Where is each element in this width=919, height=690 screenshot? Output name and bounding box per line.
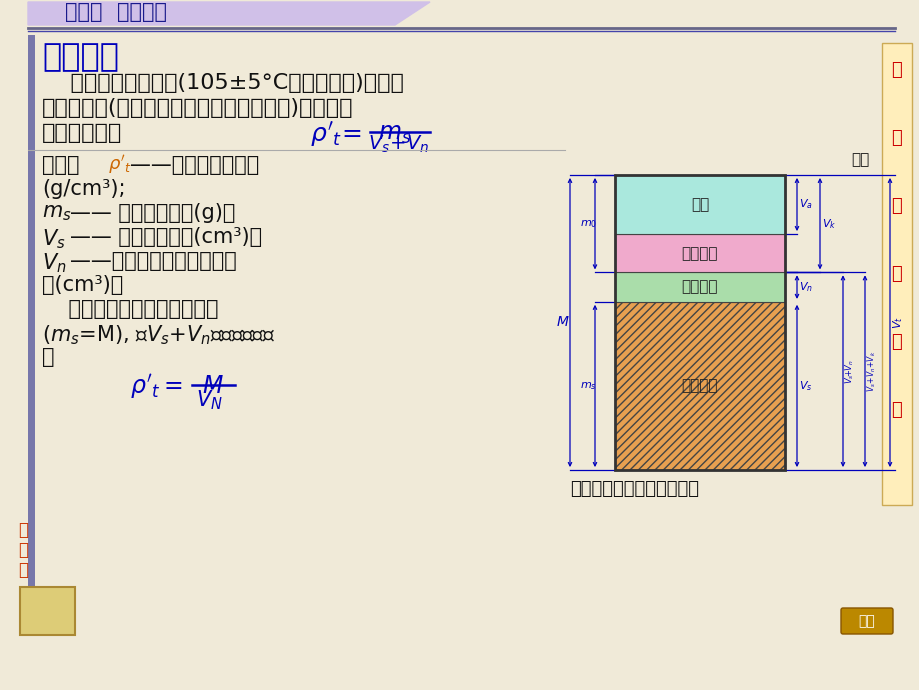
Text: $V_s$: $V_s$ <box>798 379 811 393</box>
Text: $M$: $M$ <box>555 315 569 330</box>
Text: 验: 验 <box>891 401 902 419</box>
Text: 首页: 首页 <box>857 614 874 628</box>
Text: $V_s$: $V_s$ <box>42 227 65 250</box>
Text: $m_s$: $m_s$ <box>42 203 72 223</box>
Text: $m_0$: $m_0$ <box>579 218 596 230</box>
Text: 定义表达式为: 定义表达式为 <box>42 123 122 143</box>
Text: —— 矿质实体体积(cm³)；: —— 矿质实体体积(cm³)； <box>70 227 262 247</box>
Text: 积(cm³)；: 积(cm³)； <box>42 275 123 295</box>
Bar <box>614 175 784 234</box>
Text: 体积: 体积 <box>850 152 868 167</box>
Text: 路: 路 <box>891 129 902 147</box>
Bar <box>20 587 75 635</box>
Text: $V_a$: $V_a$ <box>798 197 812 211</box>
Text: —— 矿质实体质量(g)；: —— 矿质实体质量(g)； <box>70 203 235 223</box>
Bar <box>614 273 784 302</box>
Text: $V_s\!\!+\!\!V_n$: $V_s\!\!+\!\!V_n$ <box>843 359 856 384</box>
Text: $V_k$: $V_k$ <box>821 217 835 230</box>
Text: $\rho'_t\!=\!$: $\rho'_t\!=\!$ <box>310 120 361 149</box>
Text: $\rho'_t =$: $\rho'_t =$ <box>130 372 183 401</box>
Text: 则: 则 <box>42 347 54 367</box>
Text: 矿质实体: 矿质实体 <box>681 378 718 393</box>
Bar <box>28 35 35 635</box>
Text: $V_s\!+\!V_n$: $V_s\!+\!V_n$ <box>368 134 429 155</box>
Text: 闭口孔隙: 闭口孔隙 <box>681 279 718 295</box>
Bar <box>614 234 784 273</box>
Text: $V_t$: $V_t$ <box>890 316 903 329</box>
Text: $V_s\!+\!V_n\!+\!V_k$: $V_s\!+\!V_n\!+\!V_k$ <box>865 351 878 392</box>
Text: 料: 料 <box>891 265 902 283</box>
Text: 式中：: 式中： <box>42 155 79 175</box>
Text: 材: 材 <box>891 197 902 215</box>
Text: ($m_s$=M), 令$V_s$+$V_n$为表观体积，: ($m_s$=M), 令$V_s$+$V_n$为表观体积， <box>42 323 275 346</box>
Text: $M$: $M$ <box>202 374 223 398</box>
Bar <box>614 302 784 470</box>
Bar <box>614 175 784 470</box>
Text: $m_s$: $m_s$ <box>579 380 596 392</box>
Text: 试: 试 <box>891 333 902 351</box>
Text: 矿质实体质量即为集料质量: 矿质实体质量即为集料质量 <box>42 299 219 319</box>
Text: 示: 示 <box>18 541 28 559</box>
Polygon shape <box>28 2 429 25</box>
Text: 粗集料的体积与质量关系示: 粗集料的体积与质量关系示 <box>570 480 698 498</box>
Bar <box>881 43 911 505</box>
Text: $m_s$: $m_s$ <box>378 122 411 146</box>
Text: 讲: 讲 <box>18 521 28 539</box>
Text: 道: 道 <box>891 61 902 79</box>
FancyBboxPatch shape <box>840 608 892 634</box>
Text: ——集料的表观密度: ——集料的表观密度 <box>130 155 259 175</box>
Text: 粗集料在规定条件(105±5°C烘干至恒重)下，单: 粗集料在规定条件(105±5°C烘干至恒重)下，单 <box>42 73 403 93</box>
Text: 第一章  砂石材料: 第一章 砂石材料 <box>65 2 167 22</box>
Text: $V_n$: $V_n$ <box>798 280 812 294</box>
Text: 位表观体积(包括矿质实体和闭口孔隙体积)的质量。: 位表观体积(包括矿质实体和闭口孔隙体积)的质量。 <box>42 98 353 118</box>
Text: 文: 文 <box>18 561 28 579</box>
Text: (g/cm³);: (g/cm³); <box>42 179 125 199</box>
Text: $V_N$: $V_N$ <box>196 388 222 412</box>
Text: 空隙: 空隙 <box>690 197 709 212</box>
Text: $V_n$: $V_n$ <box>42 251 66 275</box>
Text: 表观密度: 表观密度 <box>42 42 119 73</box>
Text: ——矿质实体中闭口孔隙体: ——矿质实体中闭口孔隙体 <box>70 251 236 271</box>
Text: $\rho'_t$: $\rho'_t$ <box>108 153 131 176</box>
Text: 开口孔隙: 开口孔隙 <box>681 246 718 261</box>
